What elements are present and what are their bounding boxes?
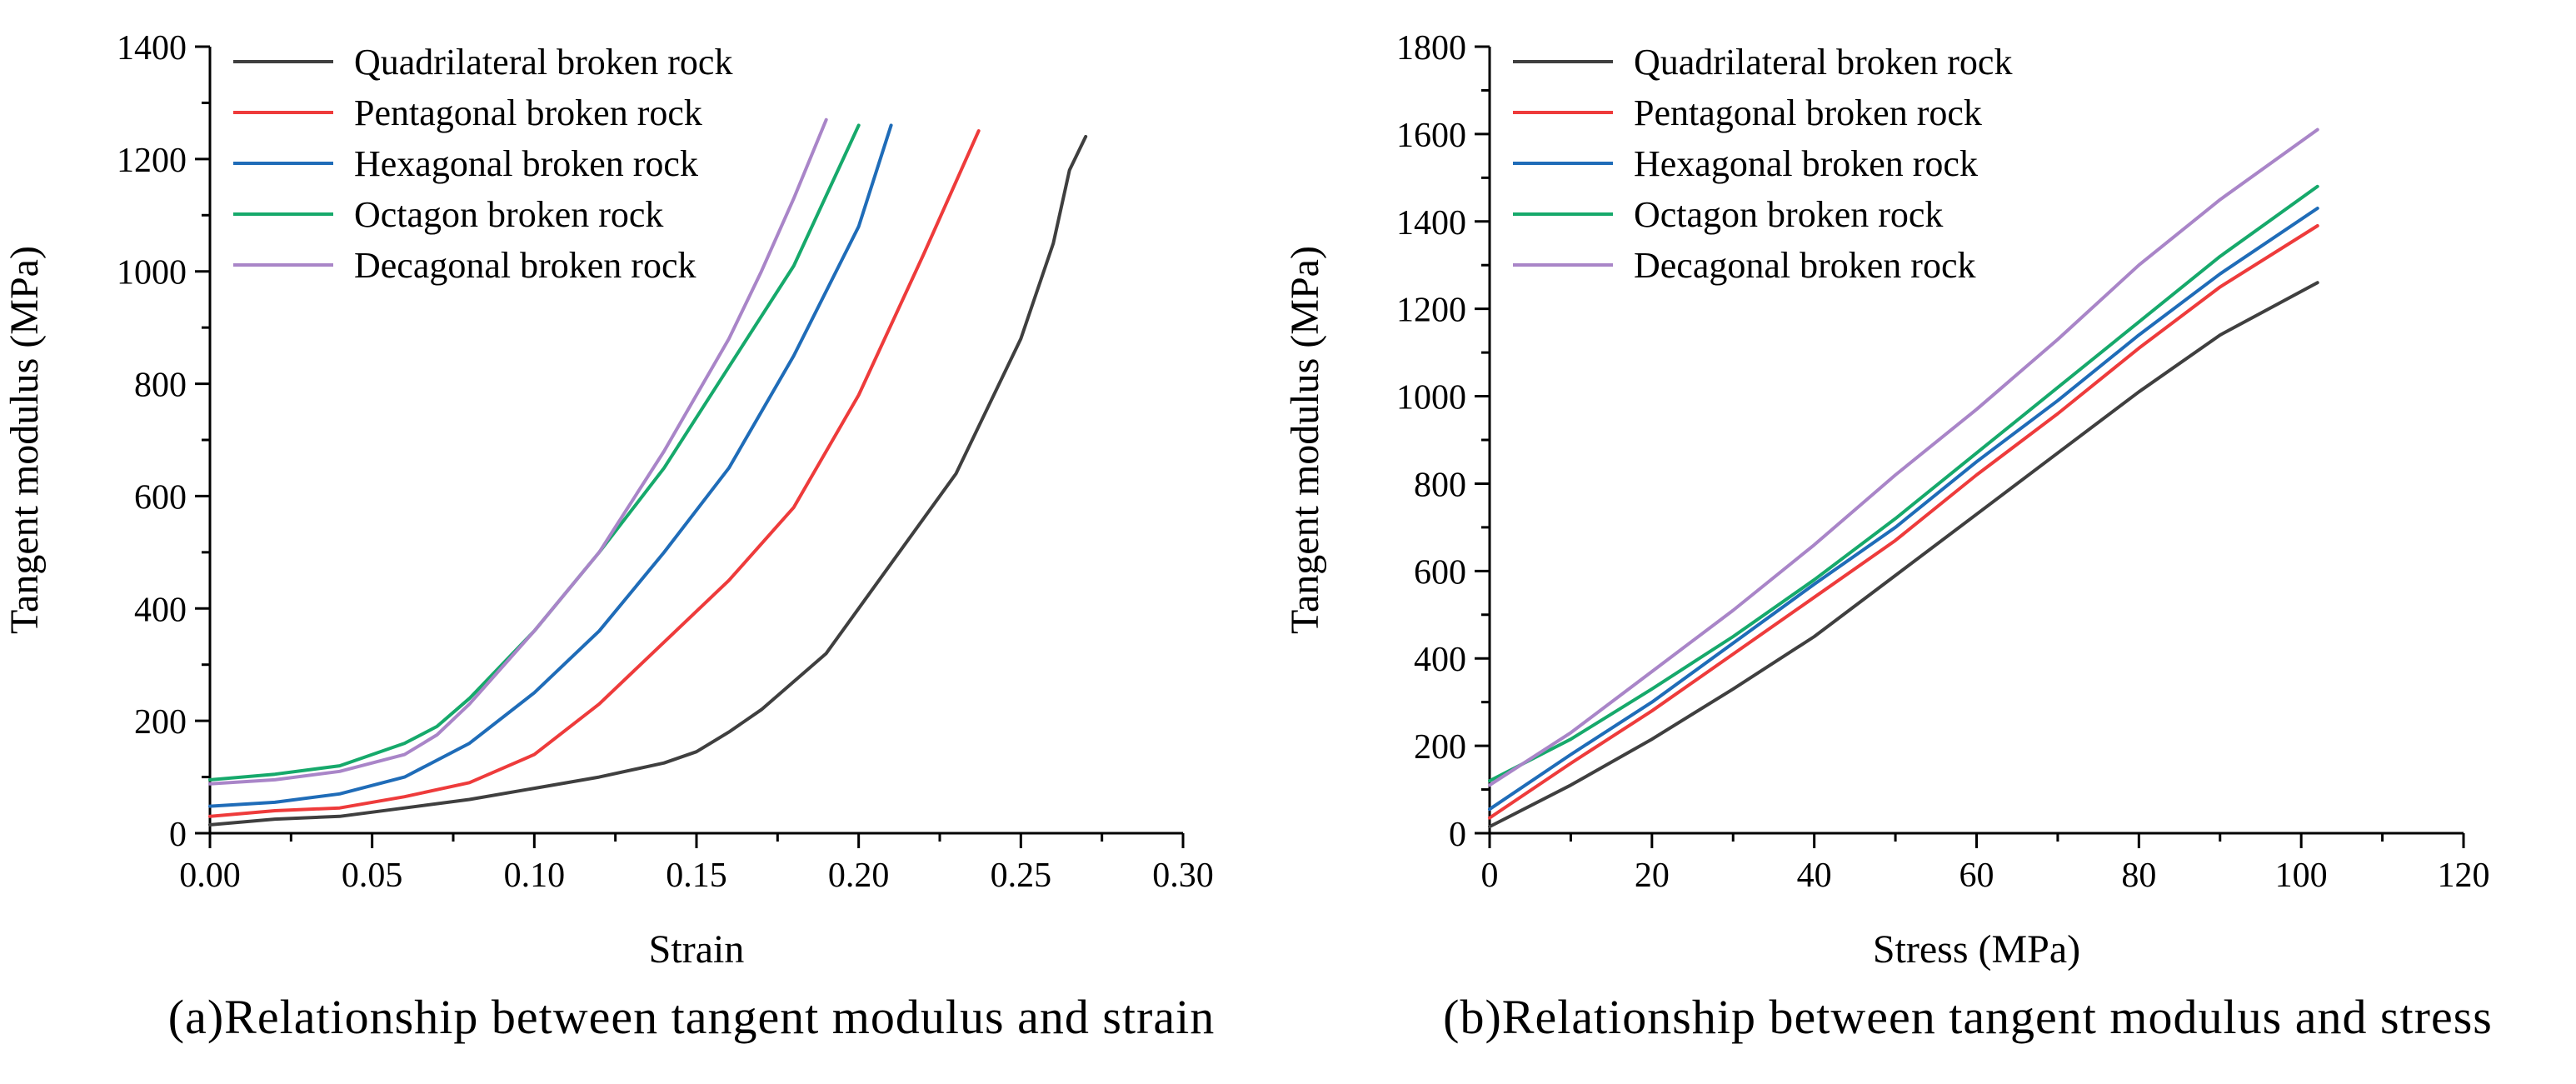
y-tick-label: 800	[1414, 466, 1466, 504]
x-tick-label: 100	[2275, 857, 2328, 895]
y-tick-label: 1400	[1396, 204, 1466, 242]
legend-label-pentagonal: Pentagonal broken rock	[1634, 92, 1982, 133]
y-tick-label: 0	[169, 816, 187, 854]
y-tick-label: 1600	[1396, 117, 1466, 155]
y-tick-label: 1200	[117, 142, 187, 180]
y-tick-label: 600	[134, 478, 187, 517]
x-tick-label: 0.00	[179, 857, 241, 895]
legend-label-quadrilateral: Quadrilateral broken rock	[1634, 42, 2012, 82]
series-line-quadrilateral	[208, 134, 1088, 827]
y-tick-label: 1000	[117, 254, 187, 292]
y-tick-label: 800	[134, 367, 187, 405]
x-tick-label: 20	[1635, 857, 1670, 895]
legend-label-octagon: Octagon broken rock	[1634, 194, 1943, 235]
y-tick-label: 0	[1449, 816, 1466, 854]
legend-label-hexagonal: Hexagonal broken rock	[354, 143, 698, 184]
series-line-octagon	[208, 123, 861, 782]
x-tick-label: 120	[2438, 857, 2490, 895]
x-tick-label: 0	[1481, 857, 1499, 895]
x-tick-label: 60	[1959, 857, 1994, 895]
legend-label-octagon: Octagon broken rock	[354, 194, 663, 235]
chart-panel-a: 0.00 0.05 0.10 0.15 0.20 0.25 0.30 0 200 400 600 80…	[2, 29, 1215, 1044]
x-tick-label: 0.20	[828, 857, 890, 895]
x-tick-label: 0.25	[991, 857, 1052, 895]
y-tick-label: 200	[1414, 728, 1466, 767]
x-tick-label: 0.10	[504, 857, 566, 895]
x-axis-label: Stress (MPa)	[1873, 927, 2080, 972]
legend-label-decagonal: Decagonal broken rock	[1634, 245, 1975, 286]
figure-caption: (a)Relationship between tangent modulus …	[168, 990, 1215, 1044]
series-line-pentagonal	[208, 129, 981, 818]
series-line-octagon	[1488, 184, 2319, 783]
y-tick-label: 1000	[1396, 379, 1466, 417]
y-tick-label: 400	[1414, 641, 1466, 679]
legend-label-pentagonal: Pentagonal broken rock	[354, 92, 702, 133]
x-tick-label: 0.15	[666, 857, 727, 895]
y-tick-label: 400	[134, 591, 187, 629]
y-tick-label: 1400	[117, 29, 187, 67]
series-line-quadrilateral	[1488, 281, 2319, 829]
x-tick-label: 40	[1797, 857, 1832, 895]
legend-label-decagonal: Decagonal broken rock	[354, 245, 696, 286]
series-line-decagonal	[208, 117, 828, 786]
y-axis-label: Tangent modulus (MPa)	[2, 246, 47, 634]
y-tick-label: 200	[134, 703, 187, 742]
series-line-decagonal	[1488, 127, 2319, 787]
legend-label-quadrilateral: Quadrilateral broken rock	[354, 42, 732, 82]
chart-panel-b: 0 20 40 60 80 100 1200200400600800100012001400…	[1283, 29, 2493, 1044]
x-axis-label: Strain	[649, 927, 745, 972]
x-tick-label: 80	[2121, 857, 2156, 895]
series-line-hexagonal	[208, 123, 893, 808]
y-tick-label: 600	[1414, 553, 1466, 592]
y-tick-label: 1800	[1396, 29, 1466, 67]
y-tick-label: 1200	[1396, 292, 1466, 330]
y-axis-label: Tangent modulus (MPa)	[1283, 246, 1327, 634]
legend-label-hexagonal: Hexagonal broken rock	[1634, 143, 1978, 184]
series-line-pentagonal	[1488, 224, 2319, 820]
x-tick-label: 0.05	[342, 857, 403, 895]
figure-caption: (b)Relationship between tangent modulus …	[1443, 990, 2493, 1044]
x-tick-label: 0.30	[1152, 857, 1214, 895]
series-line-hexagonal	[1488, 207, 2319, 812]
